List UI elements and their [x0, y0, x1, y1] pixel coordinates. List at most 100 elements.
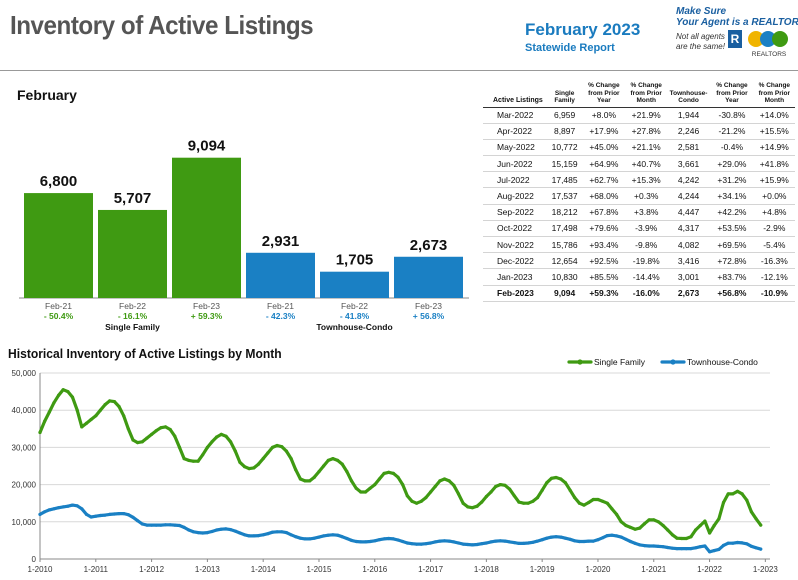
table-cell: -9.8%	[625, 236, 667, 254]
data-point	[117, 512, 121, 516]
data-point	[317, 535, 321, 539]
table-cell: -30.8%	[710, 107, 754, 124]
data-point	[438, 479, 442, 483]
data-point	[517, 500, 521, 504]
data-point	[182, 525, 186, 529]
data-point	[256, 534, 261, 538]
data-point	[205, 445, 209, 449]
data-point	[601, 499, 605, 503]
table-cell: 4,447	[666, 204, 711, 221]
data-point	[345, 536, 349, 541]
data-point	[275, 443, 279, 448]
data-point	[605, 501, 609, 505]
data-point	[331, 457, 335, 461]
table-cell: 2,581	[666, 139, 711, 157]
table-cell: 1,944	[666, 107, 711, 124]
data-point	[624, 523, 628, 528]
data-point	[145, 436, 149, 440]
data-point	[252, 466, 256, 470]
data-point	[243, 465, 247, 469]
data-point	[98, 408, 102, 412]
bar-value-label: 5,707	[114, 190, 152, 207]
data-point	[219, 527, 223, 531]
data-point	[587, 539, 591, 543]
data-point	[684, 547, 688, 551]
data-point	[368, 539, 372, 544]
column-header: % Change from Prior Year	[582, 82, 626, 108]
table-cell: Dec-2022	[483, 252, 548, 270]
data-point	[326, 458, 330, 462]
table-cell: +21.9%	[625, 107, 667, 124]
data-point	[721, 543, 726, 547]
data-point	[540, 488, 544, 492]
table-row: Dec-2022 12,654 +92.5% -19.8% 3,416 +72.8% -16…	[483, 252, 795, 270]
table-cell: -16.3%	[753, 252, 795, 270]
table-cell: 17,498	[547, 220, 583, 238]
data-point	[666, 545, 670, 550]
data-point	[187, 528, 191, 532]
table-cell: -12.1%	[753, 268, 795, 286]
data-point	[675, 547, 679, 551]
y-tick-label: 0	[32, 555, 37, 564]
data-point	[642, 522, 647, 526]
data-point	[294, 535, 298, 539]
data-point	[140, 440, 144, 444]
report-subtitle: Statewide Report	[525, 42, 615, 54]
data-point	[596, 497, 600, 502]
table-row: Mar-2022 6,959 +8.0% +21.9% 1,944 -30.8% +14.0…	[483, 107, 795, 124]
data-point	[452, 483, 456, 487]
data-point	[424, 542, 428, 546]
data-point	[140, 522, 144, 526]
table-cell: 3,001	[666, 268, 711, 286]
table-cell: +31.2%	[710, 171, 754, 189]
table-cell: +53.5%	[710, 220, 754, 238]
x-tick-label: 1-2014	[251, 565, 276, 574]
data-point	[373, 483, 377, 487]
table-cell: 15,786	[547, 236, 583, 254]
table-row: Jun-2022 15,159 +64.9% +40.7% 3,661 +29.0% +41…	[483, 155, 795, 173]
data-point	[415, 501, 419, 505]
data-point	[745, 498, 749, 502]
data-point	[754, 546, 758, 550]
data-point	[401, 483, 405, 487]
data-point	[475, 542, 479, 547]
bar-category-label: Feb-22	[119, 301, 146, 311]
data-point	[61, 505, 65, 509]
data-point	[554, 475, 558, 480]
data-point	[154, 523, 158, 527]
data-point	[70, 395, 75, 399]
data-point	[112, 400, 116, 404]
data-point	[196, 531, 200, 535]
table-cell: Mar-2022	[483, 107, 548, 124]
x-tick-label: 1-2022	[697, 565, 722, 574]
bar-category-label: Feb-23	[415, 301, 442, 311]
data-point	[94, 414, 98, 418]
data-point	[359, 490, 363, 494]
data-point	[145, 523, 149, 527]
association-logo-icon: REALTORS	[748, 31, 788, 58]
data-point	[549, 535, 554, 539]
bar-change-label: - 41.8%	[340, 311, 370, 321]
table-cell: 4,317	[666, 220, 711, 238]
x-tick-label: 1-2017	[418, 565, 443, 574]
table-cell: -0.4%	[710, 139, 754, 157]
data-point	[489, 540, 493, 544]
y-tick-label: 20,000	[12, 481, 37, 490]
data-point	[712, 549, 716, 553]
data-point	[559, 535, 563, 539]
bar-category-label: Feb-21	[45, 301, 72, 311]
data-point	[75, 504, 79, 508]
table-row: Aug-2022 17,537 +68.0% +0.3% 4,244 +34.1% +0.0…	[483, 187, 795, 205]
table-cell: Jan-2023	[483, 268, 548, 286]
data-point	[396, 538, 400, 542]
table-cell: 2,246	[666, 123, 711, 140]
x-tick-label: 1-2019	[530, 565, 555, 574]
data-point	[294, 468, 298, 472]
data-point	[103, 513, 107, 517]
data-point	[424, 496, 428, 500]
data-point	[322, 534, 326, 538]
data-point	[387, 536, 391, 541]
data-point	[694, 546, 698, 550]
data-point	[354, 539, 358, 544]
